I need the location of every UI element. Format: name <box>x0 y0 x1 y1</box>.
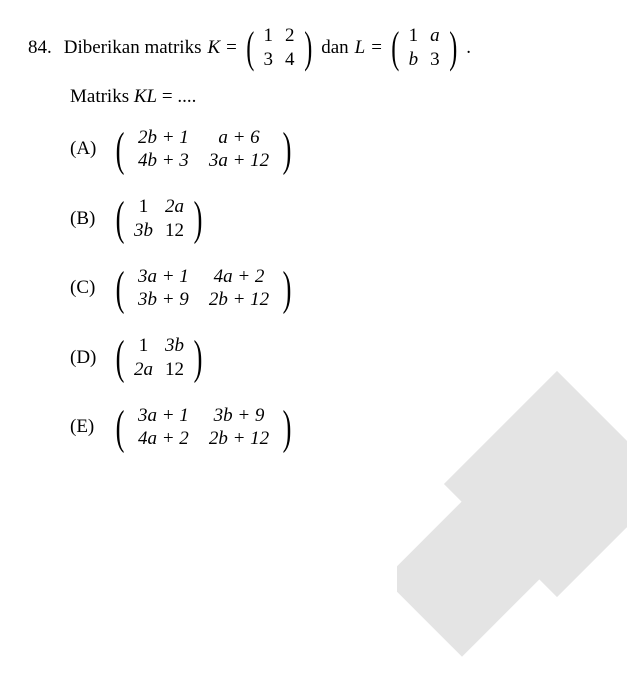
option-A-label: (A) <box>70 138 102 160</box>
L-12: a <box>430 24 440 48</box>
E-12: 3b + 9 <box>214 404 265 428</box>
E-22: 2b + 12 <box>209 427 269 451</box>
option-D-matrix: ( 1 2a 3b 12 ) <box>112 334 206 382</box>
paren-open: ( <box>116 406 125 449</box>
period: . <box>466 37 471 59</box>
A-22: 3a + 12 <box>209 149 269 173</box>
A-col1: 2b + 1 4b + 3 <box>128 126 199 174</box>
L-22: 3 <box>430 48 440 72</box>
A-12: a + 6 <box>218 126 259 150</box>
matrix-L: ( 1 b a 3 ) <box>388 24 460 72</box>
D-col2: 3b 12 <box>159 334 190 382</box>
K-21: 3 <box>264 48 274 72</box>
paren-close: ) <box>283 406 292 449</box>
E-col2: 3b + 9 2b + 12 <box>199 404 279 452</box>
option-C: (C) ( 3a + 1 3b + 9 4a + 2 2b + 12 ) <box>70 265 613 313</box>
C-21: 3b + 9 <box>138 288 189 312</box>
K-11: 1 <box>264 24 274 48</box>
question-text: Diberikan matriks <box>64 37 202 59</box>
option-C-matrix: ( 3a + 1 3b + 9 4a + 2 2b + 12 ) <box>112 265 295 313</box>
paren-open: ( <box>116 267 125 310</box>
E-11: 3a + 1 <box>138 404 189 428</box>
option-B: (B) ( 1 3b 2a 12 ) <box>70 195 613 243</box>
A-11: 2b + 1 <box>138 126 189 150</box>
option-D: (D) ( 1 2a 3b 12 ) <box>70 334 613 382</box>
prompt-KL: KL <box>134 86 157 107</box>
A-col2: a + 6 3a + 12 <box>199 126 279 174</box>
paren-open: ( <box>391 28 399 68</box>
E-21: 4a + 2 <box>138 427 189 451</box>
equals-K: = <box>226 37 237 59</box>
C-12: 4a + 2 <box>214 265 265 289</box>
option-C-label: (C) <box>70 277 102 299</box>
symbol-K: K <box>207 37 220 59</box>
D-12: 3b <box>165 334 184 358</box>
paren-open: ( <box>116 197 125 240</box>
paren-open: ( <box>116 336 125 379</box>
L-col1: 1 b <box>403 24 425 72</box>
L-col2: a 3 <box>424 24 446 72</box>
paren-close: ) <box>194 197 203 240</box>
D-21: 2a <box>134 358 153 382</box>
E-col1: 3a + 1 4a + 2 <box>128 404 199 452</box>
equals-L: = <box>371 37 382 59</box>
matrix-K: ( 1 3 2 4 ) <box>243 24 315 72</box>
L-11: 1 <box>409 24 419 48</box>
option-E-label: (E) <box>70 416 102 438</box>
C-col2: 4a + 2 2b + 12 <box>199 265 279 313</box>
B-21: 3b <box>134 219 153 243</box>
K-col1: 1 3 <box>258 24 280 72</box>
option-E: (E) ( 3a + 1 4a + 2 3b + 9 2b + 12 ) <box>70 404 613 452</box>
B-11: 1 <box>139 195 149 219</box>
paren-close: ) <box>283 128 292 171</box>
A-21: 4b + 3 <box>138 149 189 173</box>
K-22: 4 <box>285 48 295 72</box>
D-col1: 1 2a <box>128 334 159 382</box>
paren-open: ( <box>246 28 254 68</box>
D-22: 12 <box>165 358 184 382</box>
C-22: 2b + 12 <box>209 288 269 312</box>
option-A-matrix: ( 2b + 1 4b + 3 a + 6 3a + 12 ) <box>112 126 295 174</box>
symbol-L: L <box>355 37 366 59</box>
B-col1: 1 3b <box>128 195 159 243</box>
B-12: 2a <box>165 195 184 219</box>
paren-close: ) <box>194 336 203 379</box>
paren-close: ) <box>449 28 457 68</box>
option-B-matrix: ( 1 3b 2a 12 ) <box>112 195 206 243</box>
C-11: 3a + 1 <box>138 265 189 289</box>
B-col2: 2a 12 <box>159 195 190 243</box>
paren-close: ) <box>304 28 312 68</box>
prompt-post: = .... <box>157 86 196 107</box>
option-E-matrix: ( 3a + 1 4a + 2 3b + 9 2b + 12 ) <box>112 404 295 452</box>
option-A: (A) ( 2b + 1 4b + 3 a + 6 3a + 12 ) <box>70 126 613 174</box>
B-22: 12 <box>165 219 184 243</box>
L-21: b <box>409 48 419 72</box>
K-12: 2 <box>285 24 295 48</box>
prompt-line: Matriks KL = .... <box>70 86 613 108</box>
D-11: 1 <box>139 334 149 358</box>
paren-open: ( <box>116 128 125 171</box>
question-line: 84. Diberikan matriks K = ( 1 3 2 4 ) da… <box>28 24 613 72</box>
option-D-label: (D) <box>70 347 102 369</box>
option-B-label: (B) <box>70 208 102 230</box>
K-col2: 2 4 <box>279 24 301 72</box>
prompt-pre: Matriks <box>70 86 134 107</box>
C-col1: 3a + 1 3b + 9 <box>128 265 199 313</box>
paren-close: ) <box>283 267 292 310</box>
question-number: 84. <box>28 37 52 59</box>
word-dan: dan <box>321 37 348 59</box>
